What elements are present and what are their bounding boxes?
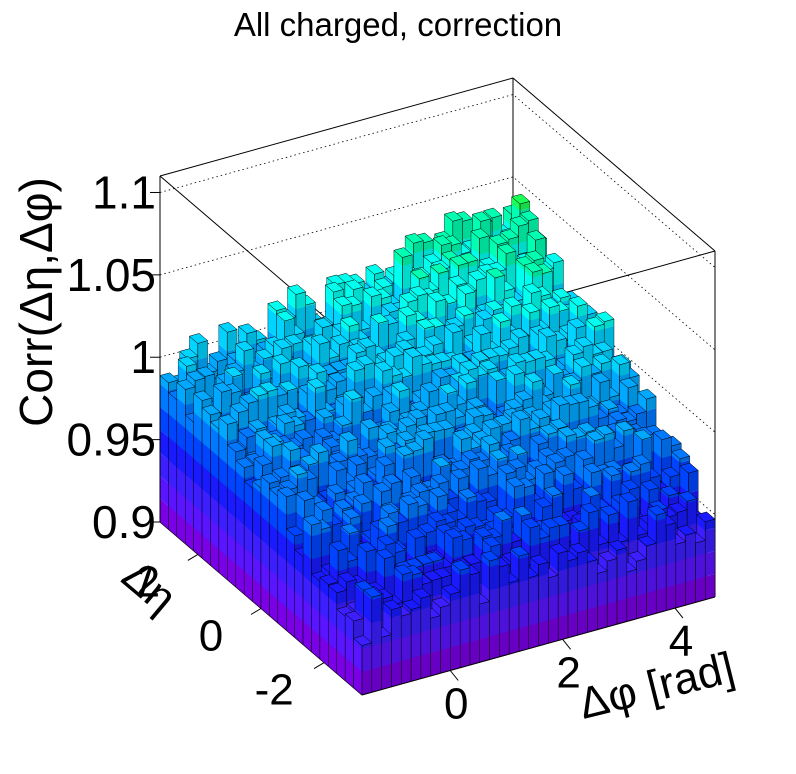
bar-face-front <box>378 321 389 348</box>
bar-face-side <box>511 196 520 211</box>
grid-line-z <box>159 176 716 351</box>
bar-face-top <box>511 193 531 205</box>
bar-face-side <box>503 207 512 227</box>
bar-face-front <box>494 276 505 302</box>
bar-face-front <box>452 218 463 243</box>
bar-face-front <box>628 385 638 407</box>
bar-face-front <box>452 330 463 356</box>
bar-face-top <box>509 216 529 227</box>
bar-face-top <box>526 230 546 241</box>
bar-face-front <box>479 235 490 255</box>
bar-face-front <box>417 293 428 314</box>
bar-face-front <box>518 223 529 244</box>
bar-face-front <box>508 236 519 247</box>
bar-face-front <box>661 437 672 459</box>
top-back-left-edge <box>159 77 514 177</box>
bar-face-front <box>436 299 446 319</box>
bar-face-top <box>471 211 492 222</box>
bar-face-front <box>492 215 502 232</box>
bar-face-top <box>544 252 565 264</box>
lego-bars <box>159 193 716 696</box>
grid-line-z <box>159 94 716 268</box>
bar-face-front <box>462 218 473 240</box>
chart-title: All charged, correction <box>233 6 563 43</box>
bar-face-front <box>553 260 564 286</box>
bar-face-top <box>483 207 503 219</box>
bar-face-top <box>519 210 539 221</box>
top-back-right-edge <box>512 77 716 252</box>
bar-face-top <box>499 229 520 240</box>
bar-face-top <box>443 211 464 222</box>
bar-face-front <box>520 201 530 211</box>
bar-face-front <box>476 277 487 298</box>
